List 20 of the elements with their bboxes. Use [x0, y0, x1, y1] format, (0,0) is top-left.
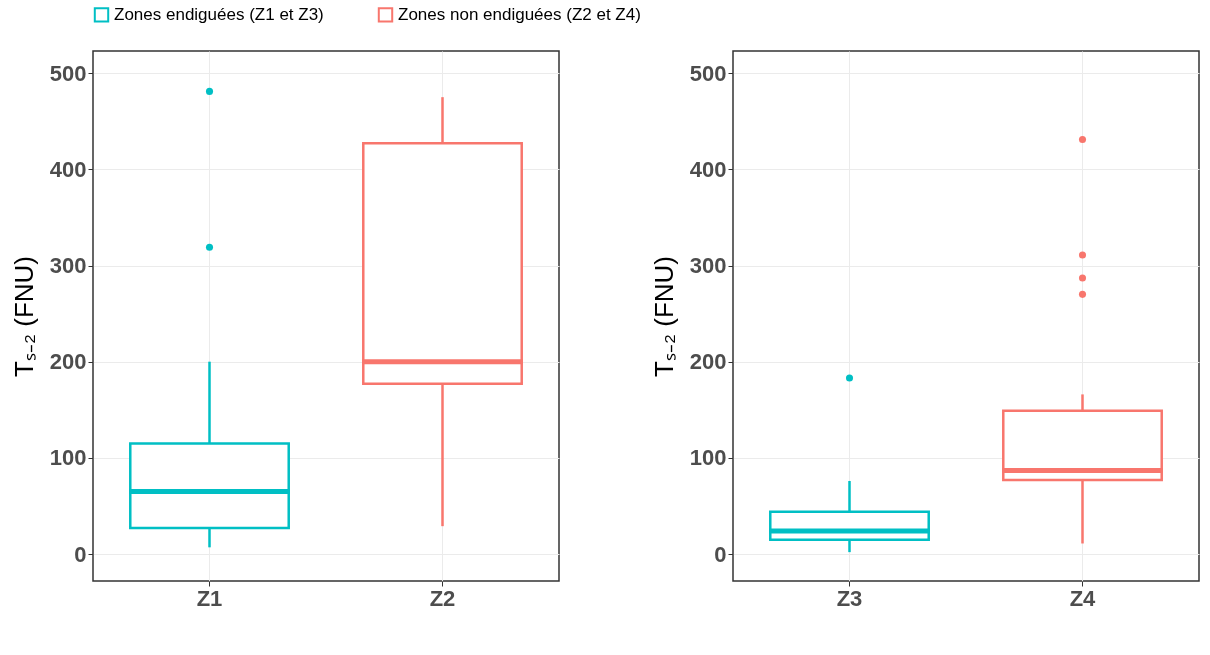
y-tick-label: 400: [49, 156, 87, 182]
y-tick-label: 100: [49, 445, 87, 471]
x-tick-label: Z1: [196, 585, 223, 611]
y-tick-label: 200: [689, 349, 727, 375]
x-tick-label: Z3: [836, 585, 863, 611]
y-tick-label: 300: [49, 253, 87, 278]
x-tick-label: Z2: [429, 585, 456, 611]
y-tick-label: 100: [689, 445, 727, 471]
y-tick-label: 0: [74, 541, 87, 567]
y-tick-label: 0: [714, 541, 727, 567]
y-axis-title: Tₛ₋₂ (FNU): [648, 256, 679, 377]
y-tick-label: 200: [49, 349, 87, 375]
y-tick-label: 400: [689, 156, 727, 182]
legend-label: Zones endiguées (Z1 et Z3): [114, 4, 324, 24]
y-axis-title: Tₛ₋₂ (FNU): [8, 256, 39, 377]
y-tick-label: 500: [689, 60, 727, 86]
legend-label: Zones non endiguées (Z2 et Z4): [398, 4, 641, 24]
x-tick-label: Z4: [1069, 585, 1097, 611]
y-tick-label: 300: [689, 253, 727, 278]
y-tick-label: 500: [49, 60, 87, 86]
